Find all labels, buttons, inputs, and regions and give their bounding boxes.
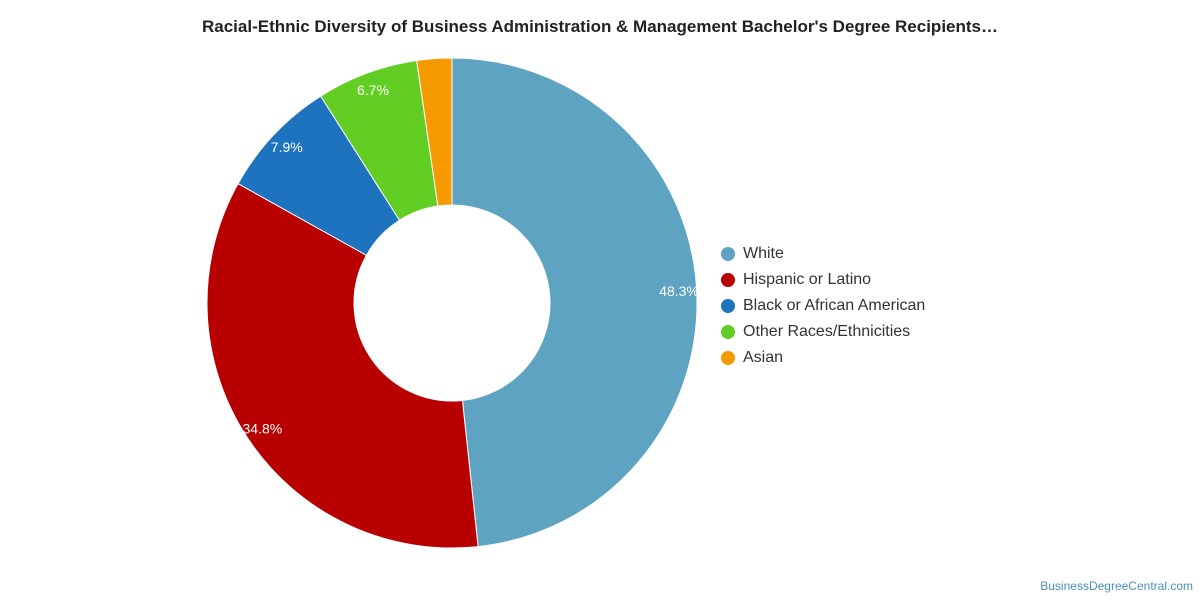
slice-label-hispanic-or-latino: 34.8% xyxy=(243,420,283,436)
legend-swatch-icon xyxy=(721,273,735,287)
slice-asian[interactable] xyxy=(416,57,453,207)
source-credit[interactable]: BusinessDegreeCentral.com xyxy=(1040,579,1193,593)
chart-title: Racial-Ethnic Diversity of Business Admi… xyxy=(201,17,998,36)
slice-label-white: 48.3% xyxy=(659,283,699,299)
legend-item-white[interactable]: White xyxy=(721,241,925,267)
slice-label-other-races-ethnicities: 6.7% xyxy=(357,82,389,98)
slice-white[interactable] xyxy=(451,57,698,548)
legend-item-other-races-ethnicities[interactable]: Other Races/Ethnicities xyxy=(721,319,925,345)
legend-swatch-icon xyxy=(721,247,735,261)
legend-swatch-icon xyxy=(721,325,735,339)
legend-item-hispanic-or-latino[interactable]: Hispanic or Latino xyxy=(721,267,925,293)
legend-label: Asian xyxy=(743,349,784,366)
slice-hispanic-or-latino[interactable] xyxy=(206,182,479,549)
legend-item-asian[interactable]: Asian xyxy=(721,345,925,371)
chart-legend: White Hispanic or Latino Black or African … xyxy=(721,241,925,371)
legend-label: Other Races/Ethnicities xyxy=(743,323,911,340)
legend-swatch-icon xyxy=(721,351,735,365)
legend-item-black-or-african-american[interactable]: Black or African American xyxy=(721,293,925,319)
legend-label: Black or African American xyxy=(743,297,926,314)
slice-label-black-or-african-american: 7.9% xyxy=(271,139,303,155)
legend-swatch-icon xyxy=(721,299,735,313)
legend-label: Hispanic or Latino xyxy=(743,271,872,288)
legend-label: White xyxy=(743,245,784,262)
